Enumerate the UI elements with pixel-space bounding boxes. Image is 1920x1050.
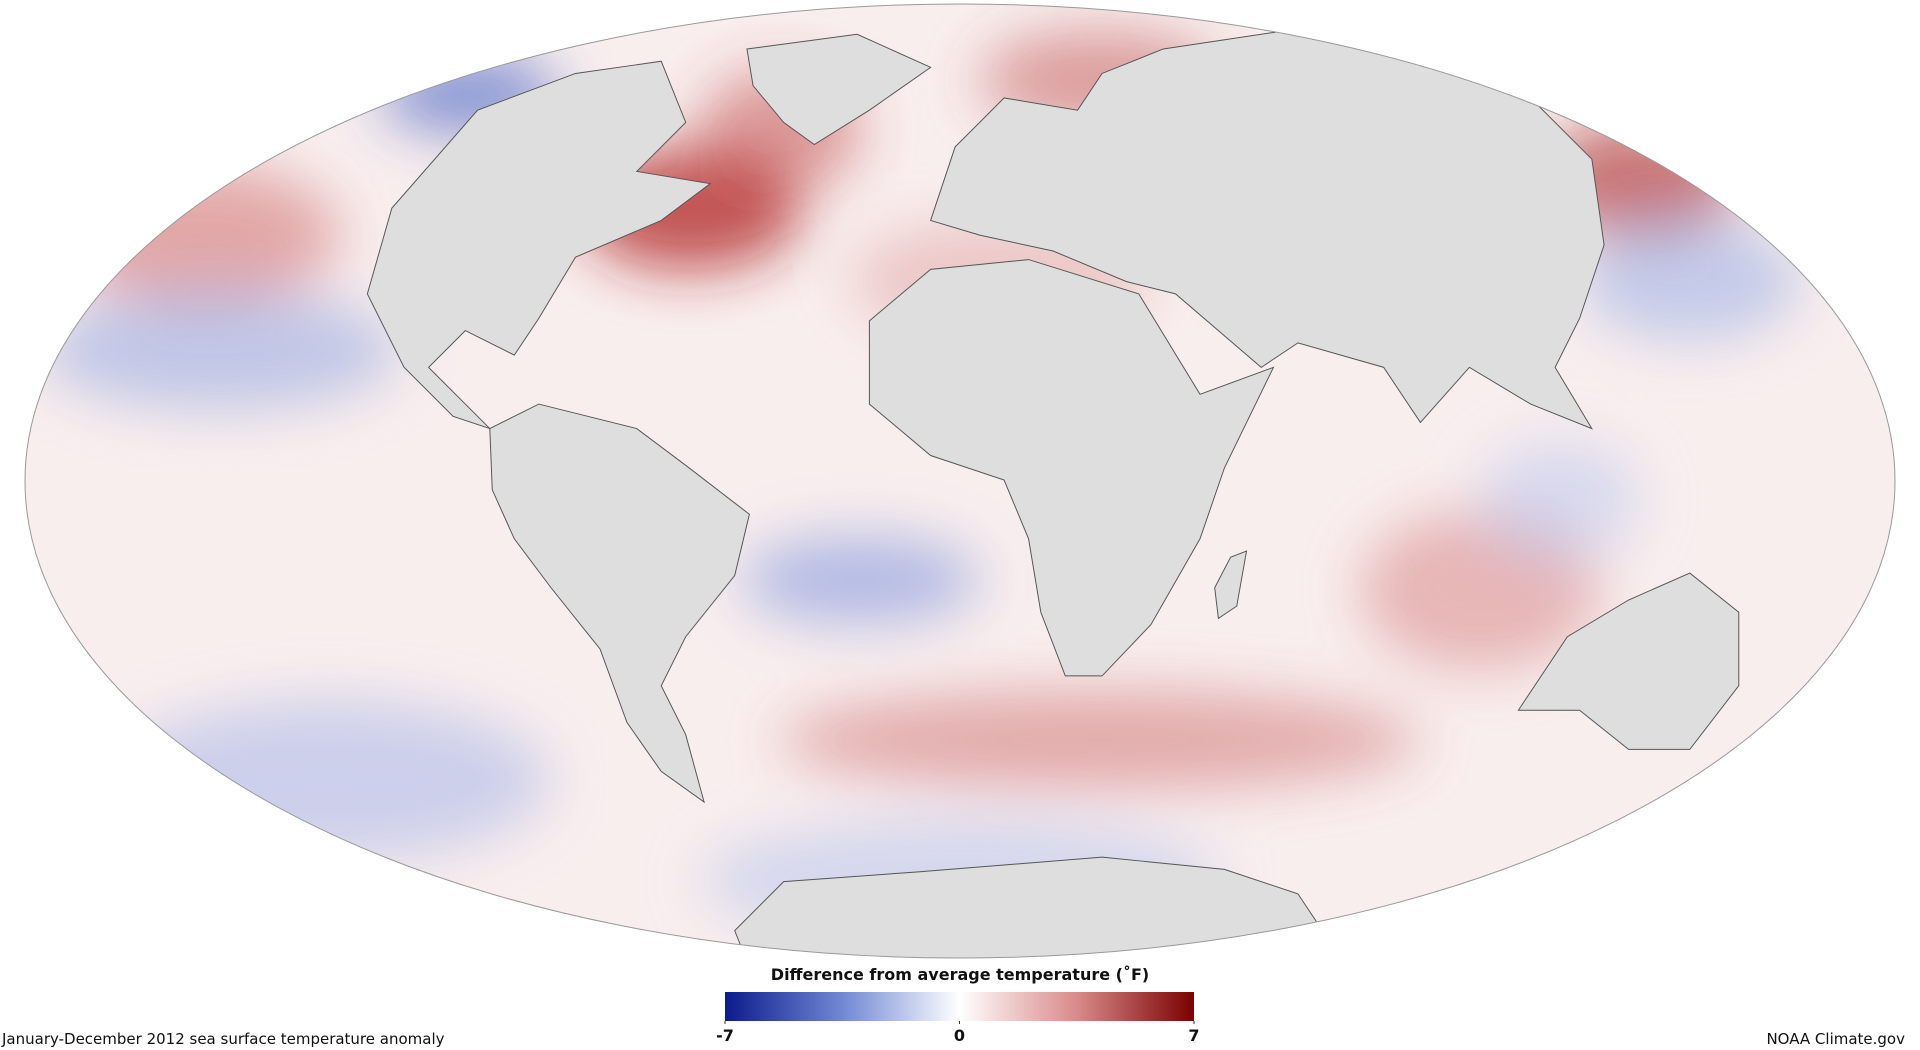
australia bbox=[1517, 572, 1740, 750]
tick-label: 7 bbox=[1188, 1026, 1199, 1045]
map bbox=[25, 4, 1895, 958]
south-america bbox=[489, 403, 750, 804]
land bbox=[366, 30, 1740, 958]
map-outline bbox=[24, 3, 1896, 959]
madagascar bbox=[1214, 550, 1248, 620]
africa bbox=[868, 259, 1275, 677]
eurasia bbox=[929, 30, 1605, 430]
legend-title: Difference from average temperature (˚F) bbox=[771, 965, 1149, 984]
credit: NOAA Climate.gov bbox=[1766, 1030, 1905, 1048]
greenland bbox=[746, 33, 932, 146]
caption: January-December 2012 sea surface temper… bbox=[1, 1030, 445, 1048]
legend-ticks: -7 0 7 bbox=[716, 1021, 1200, 1045]
north-america bbox=[366, 60, 712, 430]
tick-label: -7 bbox=[716, 1026, 734, 1045]
color-bar bbox=[725, 992, 1194, 1021]
tick-label: 0 bbox=[954, 1026, 965, 1045]
